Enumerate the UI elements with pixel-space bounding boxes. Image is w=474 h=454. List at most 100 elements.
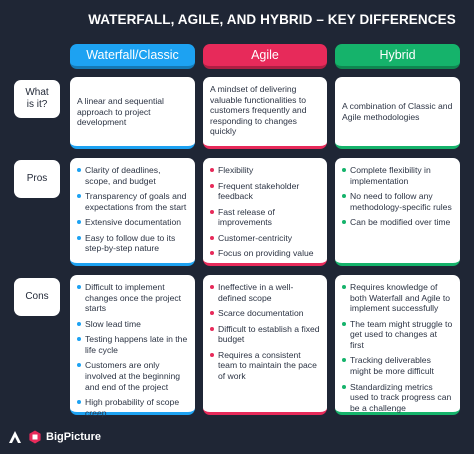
list-item-text: High probability of scope creep <box>85 397 180 418</box>
page-title: WATERFALL, AGILE, AND HYBRID – KEY DIFFE… <box>88 12 456 27</box>
list-item-text: Tracking deliverables might be more diff… <box>350 355 434 376</box>
row-label-cons: Cons <box>14 278 60 316</box>
list-item-text: The team might struggle to get used to c… <box>350 318 453 350</box>
list-item: Extensive documentation <box>77 217 188 228</box>
cell-text: A linear and sequential approach to proj… <box>77 96 164 128</box>
column-header-label: Agile <box>251 48 279 62</box>
bullet-icon <box>210 285 214 289</box>
cell-cons-agile: Ineffective in a well-defined scope Scarc… <box>203 275 327 415</box>
list-item: Difficult to implement changes once the … <box>77 282 188 314</box>
bullet-icon <box>342 194 346 199</box>
bullet-icon <box>77 220 81 225</box>
bullet-icon <box>77 194 81 199</box>
cell-cons-waterfall: Difficult to implement changes once the … <box>70 275 195 418</box>
cell-pros-waterfall: Clarity of deadlines, scope, and budget T… <box>70 158 195 266</box>
bullet-icon <box>210 326 214 331</box>
bullet-icon <box>77 337 81 342</box>
bullet-icon <box>77 363 81 368</box>
bullet-icon <box>210 352 214 357</box>
cons-list: Ineffective in a well-defined scope Scarc… <box>210 282 320 382</box>
bullet-icon <box>210 251 214 256</box>
list-item: Fast release of improvements <box>210 207 320 228</box>
cell-text: A mindset of delivering valuable functio… <box>210 84 307 137</box>
triangle-logo-icon <box>9 431 21 443</box>
list-item-text: Transparency of goals and expectations f… <box>85 191 187 212</box>
bigpicture-logo-icon <box>29 430 41 444</box>
list-item-text: Can be modified over time <box>350 217 451 228</box>
bullet-icon <box>342 358 346 363</box>
list-item: Difficult to establish a fixed budget <box>210 324 320 345</box>
list-item-text: Clarity of deadlines, scope, and budget <box>85 165 161 186</box>
list-item-text: Frequent stakeholder feedback <box>218 180 300 202</box>
list-item: Focus on providing value <box>210 248 320 259</box>
list-item: Frequent stakeholder feedback <box>210 181 320 202</box>
list-item: No need to follow any methodology-specif… <box>342 191 453 212</box>
cell-pros-agile: Flexibility Frequent stakeholder feedback… <box>203 158 327 266</box>
list-item-text: Ineffective in a well-defined scope <box>218 282 294 303</box>
list-item-text: Customers are only involved at the begin… <box>85 360 181 392</box>
list-item-text: Customer-centricity <box>218 232 293 243</box>
list-item: Ineffective in a well-defined scope <box>210 282 320 303</box>
row-label-text: Cons <box>25 290 49 302</box>
cell-what-agile: A mindset of delivering valuable functio… <box>203 77 327 149</box>
bullet-icon <box>210 235 214 240</box>
list-item: Customer-centricity <box>210 233 320 244</box>
list-item-text: Standardizing metrics used to track prog… <box>350 381 452 413</box>
list-item: Clarity of deadlines, scope, and budget <box>77 165 188 186</box>
list-item: Easy to follow due to its step-by-step n… <box>77 233 188 254</box>
pros-list: Clarity of deadlines, scope, and budget T… <box>77 165 188 254</box>
cell-cons-hybrid: Requires knowledge of both Waterfall and… <box>335 275 460 415</box>
list-item-text: Complete flexibility in implementation <box>350 165 431 186</box>
list-item-text: Testing happens late in the life cycle <box>85 334 188 355</box>
bullet-icon <box>342 384 346 389</box>
pros-list: Complete flexibility in implementation No… <box>342 165 453 228</box>
list-item: Slow lead time <box>77 319 188 330</box>
column-header-waterfall: Waterfall/Classic <box>70 44 195 69</box>
bullet-icon <box>342 321 346 326</box>
list-item: Complete flexibility in implementation <box>342 165 453 186</box>
pros-list: Flexibility Frequent stakeholder feedback… <box>210 165 320 259</box>
cell-what-hybrid: A combination of Classic and Agile metho… <box>335 77 460 149</box>
bullet-icon <box>210 311 214 316</box>
list-item: High probability of scope creep <box>77 397 188 418</box>
list-item: Transparency of goals and expectations f… <box>77 191 188 212</box>
list-item-text: Flexibility <box>218 165 254 175</box>
list-item-text: Scarce documentation <box>218 308 304 319</box>
cons-list: Requires knowledge of both Waterfall and… <box>342 282 453 413</box>
list-item-text: Requires a consistent team to maintain t… <box>218 349 317 381</box>
column-header-label: Waterfall/Classic <box>86 48 179 62</box>
brand-name: BigPicture <box>46 431 102 443</box>
list-item-text: Easy to follow due to its step-by-step n… <box>85 232 176 254</box>
cell-text: A combination of Classic and Agile metho… <box>342 101 453 122</box>
bullet-icon <box>77 321 81 326</box>
list-item: Standardizing metrics used to track prog… <box>342 382 453 414</box>
row-label-text: Pros <box>26 172 48 184</box>
list-item: Requires a consistent team to maintain t… <box>210 350 320 382</box>
bullet-icon <box>77 285 81 289</box>
list-item-text: Extensive documentation <box>85 217 182 228</box>
list-item: Scarce documentation <box>210 308 320 319</box>
cell-what-waterfall: A linear and sequential approach to proj… <box>70 77 195 149</box>
list-item: Testing happens late in the life cycle <box>77 334 188 355</box>
list-item-text: Difficult to establish a fixed budget <box>218 323 320 345</box>
list-item: Can be modified over time <box>342 217 453 228</box>
cons-list: Difficult to implement changes once the … <box>77 282 188 418</box>
row-label-pros: Pros <box>14 160 60 198</box>
row-label-what: What is it? <box>14 80 60 118</box>
column-header-agile: Agile <box>203 44 327 69</box>
list-item-text: No need to follow any methodology-specif… <box>350 191 452 212</box>
list-item: Flexibility <box>210 165 320 176</box>
list-item-text: Slow lead time <box>85 318 141 329</box>
bullet-icon <box>77 235 81 240</box>
brand-logo: BigPicture <box>8 427 101 447</box>
list-item-text: Requires knowledge of both Waterfall and… <box>350 282 451 314</box>
list-item: Requires knowledge of both Waterfall and… <box>342 282 453 314</box>
list-item: The team might struggle to get used to c… <box>342 319 453 351</box>
list-item: Tracking deliverables might be more diff… <box>342 355 453 376</box>
row-label-text: What is it? <box>25 86 49 111</box>
column-header-label: Hybrid <box>379 48 416 62</box>
bullet-icon <box>210 209 214 214</box>
bullet-icon <box>210 168 214 172</box>
bullet-icon <box>342 220 346 225</box>
bullet-icon <box>342 285 346 289</box>
